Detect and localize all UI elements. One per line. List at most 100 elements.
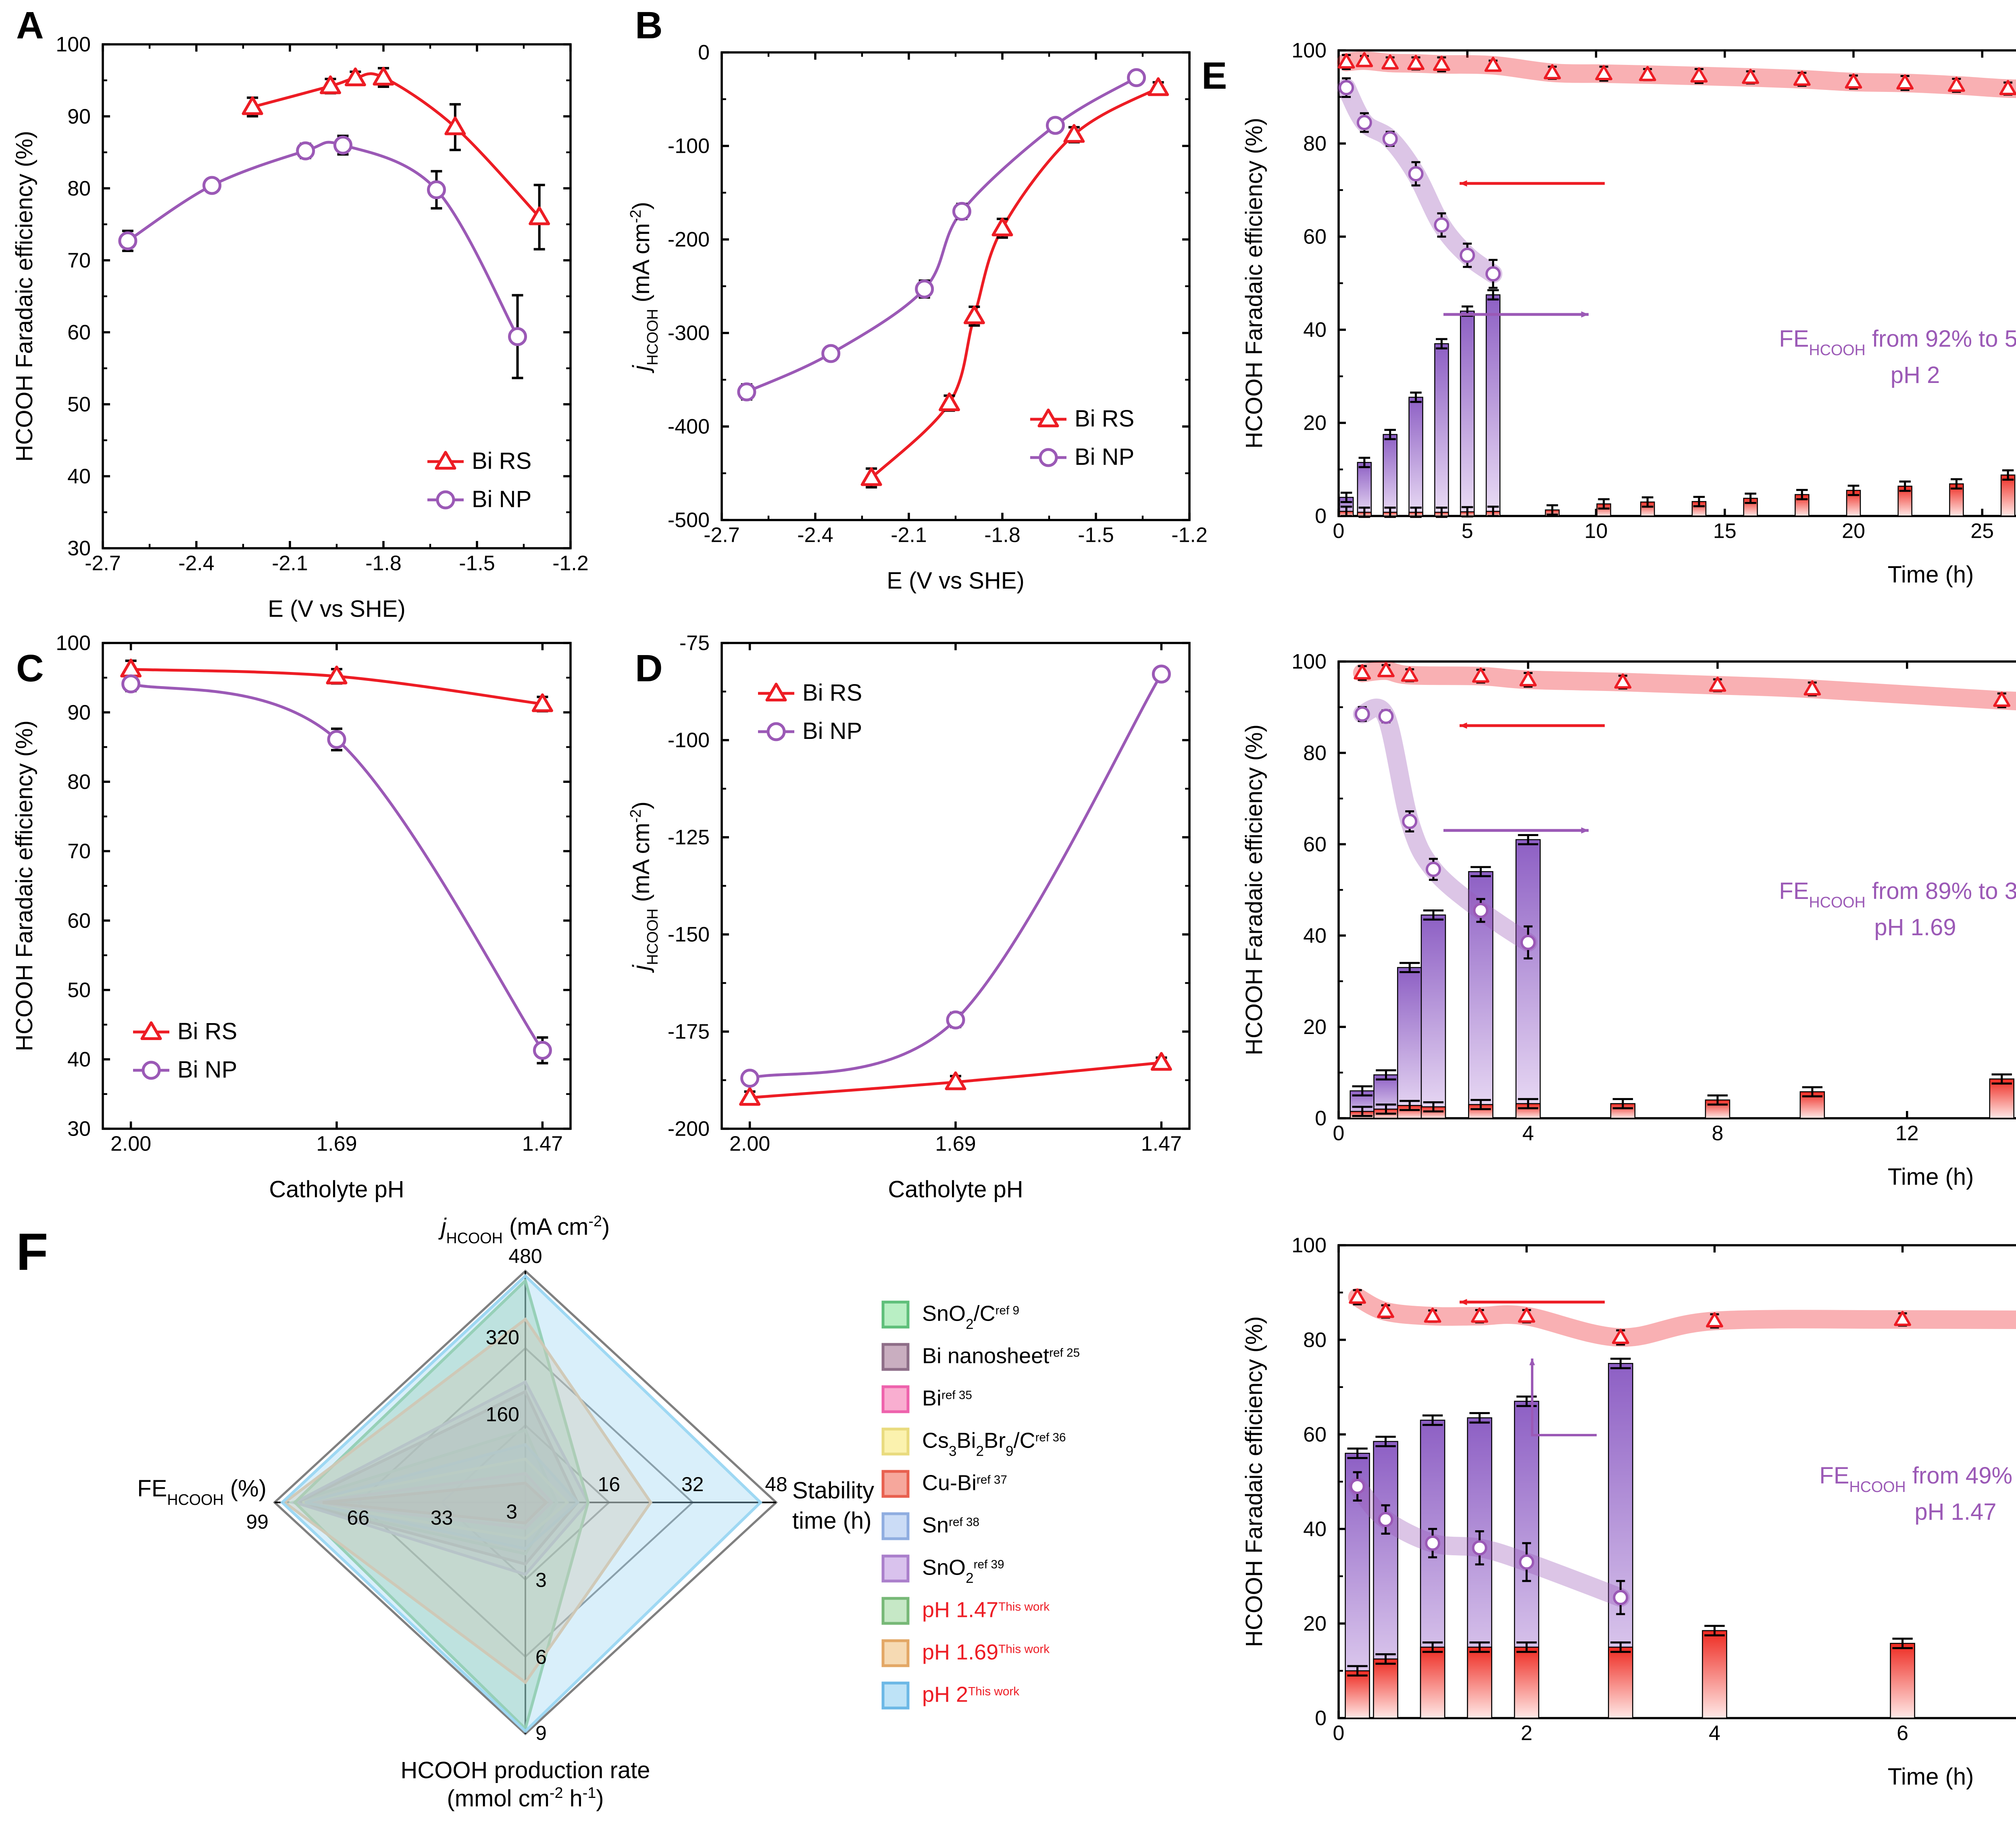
svg-text:100: 100 [1291, 650, 1327, 674]
svg-text:4: 4 [1709, 1722, 1720, 1745]
svg-text:480: 480 [508, 1245, 542, 1267]
svg-text:A: A [16, 4, 44, 47]
svg-text:40: 40 [67, 465, 91, 488]
svg-text:(mmol cm-2 h-1): (mmol cm-2 h-1) [447, 1784, 604, 1812]
svg-text:Stability: Stability [792, 1477, 874, 1504]
svg-text:80: 80 [67, 177, 91, 200]
svg-text:25: 25 [1970, 520, 1994, 543]
svg-text:60: 60 [67, 321, 91, 344]
svg-text:-2.4: -2.4 [178, 552, 215, 575]
svg-text:40: 40 [1303, 318, 1327, 342]
svg-text:99: 99 [246, 1510, 269, 1533]
svg-text:Bi RS: Bi RS [802, 680, 862, 706]
svg-text:HCOOH Faradaic efficiency (%): HCOOH Faradaic efficiency (%) [1241, 118, 1267, 449]
svg-text:Bi NP: Bi NP [472, 486, 531, 512]
svg-text:20: 20 [1303, 1015, 1327, 1039]
svg-text:2: 2 [1521, 1722, 1533, 1745]
svg-text:-2.1: -2.1 [272, 552, 308, 575]
svg-text:6: 6 [535, 1646, 547, 1669]
svg-text:pH 1.47: pH 1.47 [1914, 1499, 1996, 1525]
svg-text:50: 50 [67, 978, 91, 1002]
svg-text:66: 66 [347, 1506, 370, 1529]
svg-text:20: 20 [1303, 1612, 1327, 1635]
svg-text:-1.2: -1.2 [552, 552, 589, 575]
svg-text:80: 80 [67, 770, 91, 794]
svg-text:1.69: 1.69 [935, 1132, 976, 1156]
svg-text:-400: -400 [668, 415, 710, 439]
svg-text:D: D [635, 647, 663, 690]
svg-text:80: 80 [1303, 741, 1327, 765]
svg-text:-1.2: -1.2 [1171, 524, 1208, 547]
svg-text:20: 20 [1303, 412, 1327, 435]
svg-text:3: 3 [535, 1569, 547, 1591]
svg-text:Time (h): Time (h) [1888, 1764, 1974, 1790]
svg-text:-1.5: -1.5 [1078, 524, 1114, 547]
svg-text:E (V vs SHE): E (V vs SHE) [268, 596, 406, 622]
svg-text:HCOOH Faradaic efficiency (%): HCOOH Faradaic efficiency (%) [11, 720, 37, 1051]
svg-text:Bi NP: Bi NP [177, 1057, 237, 1083]
svg-text:Catholyte pH: Catholyte pH [888, 1176, 1023, 1203]
svg-text:-100: -100 [668, 729, 710, 752]
svg-text:33: 33 [431, 1506, 453, 1529]
svg-text:0: 0 [1315, 1107, 1327, 1130]
svg-text:9: 9 [535, 1722, 547, 1744]
svg-text:70: 70 [67, 249, 91, 272]
svg-text:30: 30 [67, 1117, 91, 1141]
svg-text:-500: -500 [668, 509, 710, 532]
svg-text:20: 20 [1842, 520, 1865, 543]
svg-text:HCOOH Faradaic efficiency (%): HCOOH Faradaic efficiency (%) [1241, 724, 1267, 1055]
svg-text:-125: -125 [668, 826, 710, 849]
svg-text:40: 40 [1303, 1517, 1327, 1541]
svg-text:15: 15 [1713, 520, 1737, 543]
svg-text:-1.8: -1.8 [984, 524, 1020, 547]
svg-text:40: 40 [1303, 924, 1327, 947]
svg-text:pH 2: pH 2 [1891, 362, 1940, 388]
svg-text:100: 100 [1291, 1234, 1327, 1257]
svg-text:0: 0 [1333, 520, 1345, 543]
svg-text:80: 80 [1303, 132, 1327, 156]
svg-text:time (h): time (h) [792, 1508, 872, 1534]
svg-text:3: 3 [506, 1500, 517, 1523]
svg-text:pH 1.69: pH 1.69 [1874, 914, 1956, 940]
svg-text:-150: -150 [668, 923, 710, 947]
svg-text:-175: -175 [668, 1020, 710, 1044]
svg-text:Bi RS: Bi RS [177, 1018, 237, 1044]
svg-text:HCOOH production rate: HCOOH production rate [401, 1757, 650, 1783]
svg-text:60: 60 [1303, 1423, 1327, 1446]
svg-text:-75: -75 [679, 632, 710, 655]
svg-text:48: 48 [765, 1473, 787, 1496]
svg-text:50: 50 [67, 393, 91, 416]
svg-text:-1.8: -1.8 [365, 552, 402, 575]
svg-text:C: C [16, 647, 44, 690]
svg-text:HCOOH Faradaic efficiency (%): HCOOH Faradaic efficiency (%) [11, 131, 37, 462]
svg-text:5: 5 [1462, 520, 1473, 543]
svg-text:2.00: 2.00 [110, 1132, 151, 1156]
svg-text:1.69: 1.69 [316, 1132, 357, 1156]
svg-text:4: 4 [1522, 1122, 1534, 1145]
svg-text:F: F [16, 1222, 48, 1281]
svg-text:0: 0 [1315, 1707, 1327, 1730]
svg-text:E (V vs SHE): E (V vs SHE) [887, 568, 1025, 594]
svg-text:60: 60 [1303, 225, 1327, 249]
svg-text:Bi NP: Bi NP [802, 718, 862, 744]
svg-text:-2.4: -2.4 [797, 524, 833, 547]
svg-text:6: 6 [1897, 1722, 1908, 1745]
svg-text:100: 100 [1291, 39, 1327, 62]
svg-text:HCOOH Faradaic efficiency (%): HCOOH Faradaic efficiency (%) [1241, 1316, 1267, 1647]
svg-text:Bi RS: Bi RS [472, 448, 531, 474]
svg-text:-300: -300 [668, 322, 710, 345]
svg-text:0: 0 [698, 41, 710, 64]
svg-text:1.47: 1.47 [1141, 1132, 1182, 1156]
svg-text:160: 160 [486, 1403, 519, 1426]
svg-text:Time (h): Time (h) [1888, 562, 1974, 588]
svg-text:-100: -100 [668, 135, 710, 158]
svg-text:32: 32 [681, 1473, 704, 1496]
svg-text:60: 60 [67, 909, 91, 932]
svg-text:100: 100 [56, 33, 91, 56]
svg-text:12: 12 [1895, 1122, 1919, 1145]
svg-text:100: 100 [56, 632, 91, 655]
svg-text:-2.1: -2.1 [891, 524, 927, 547]
svg-text:Bi NP: Bi NP [1075, 444, 1134, 470]
svg-text:80: 80 [1303, 1328, 1327, 1352]
svg-text:E: E [1202, 54, 1227, 97]
